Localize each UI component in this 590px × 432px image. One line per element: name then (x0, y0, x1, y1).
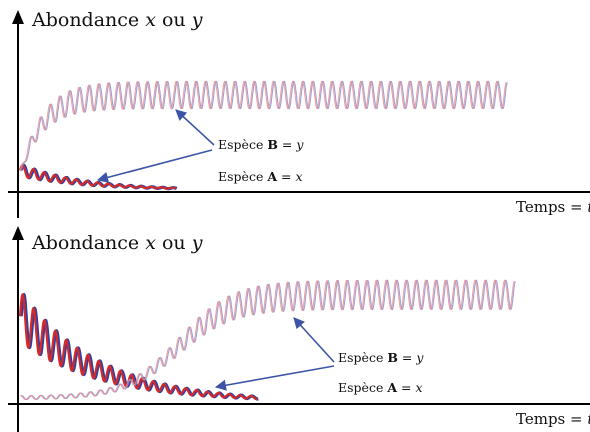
chart-1-annotation-species-a: Espèce A = x (218, 169, 303, 184)
chart-2-series-b-line (19, 279, 515, 401)
chart-1-series-b-line-shadow (20, 80, 508, 172)
chart-1: Abondance x ou y Temps = t Espèce B = y … (8, 9, 590, 218)
chart-2-y-axis-arrow (12, 226, 24, 240)
chart-1-arrow-species-b (175, 109, 215, 146)
chart-1-x-axis-label: Temps = t (516, 198, 590, 216)
chart-2-arrow-species-b (293, 317, 335, 363)
chart-2-series (18, 279, 516, 401)
chart-2-series-a-line (18, 293, 258, 401)
chart-2: Abondance x ou y Temps = t Espèce B = y … (8, 226, 590, 432)
chart-1-y-axis-arrow (12, 10, 24, 24)
chart-1-y-axis-label: Abondance x ou y (31, 9, 203, 31)
chart-1-annotation-species-b: Espèce B = y (218, 137, 304, 152)
chart-2-series-b-line-shadow (20, 279, 516, 401)
chart-1-arrow-species-a (96, 149, 213, 183)
chart-2-annotation-species-b: Espèce B = y (338, 350, 424, 365)
chart-2-arrow-species-a (214, 365, 335, 391)
chart-2-y-axis-label: Abondance x ou y (31, 232, 203, 254)
chart-1-series-a-line-shadow (19, 163, 178, 191)
chart-1-series-b-line (19, 80, 507, 172)
chart-2-annotation-species-a: Espèce A = x (338, 380, 423, 395)
chart-2-x-axis-label: Temps = t (516, 410, 590, 428)
